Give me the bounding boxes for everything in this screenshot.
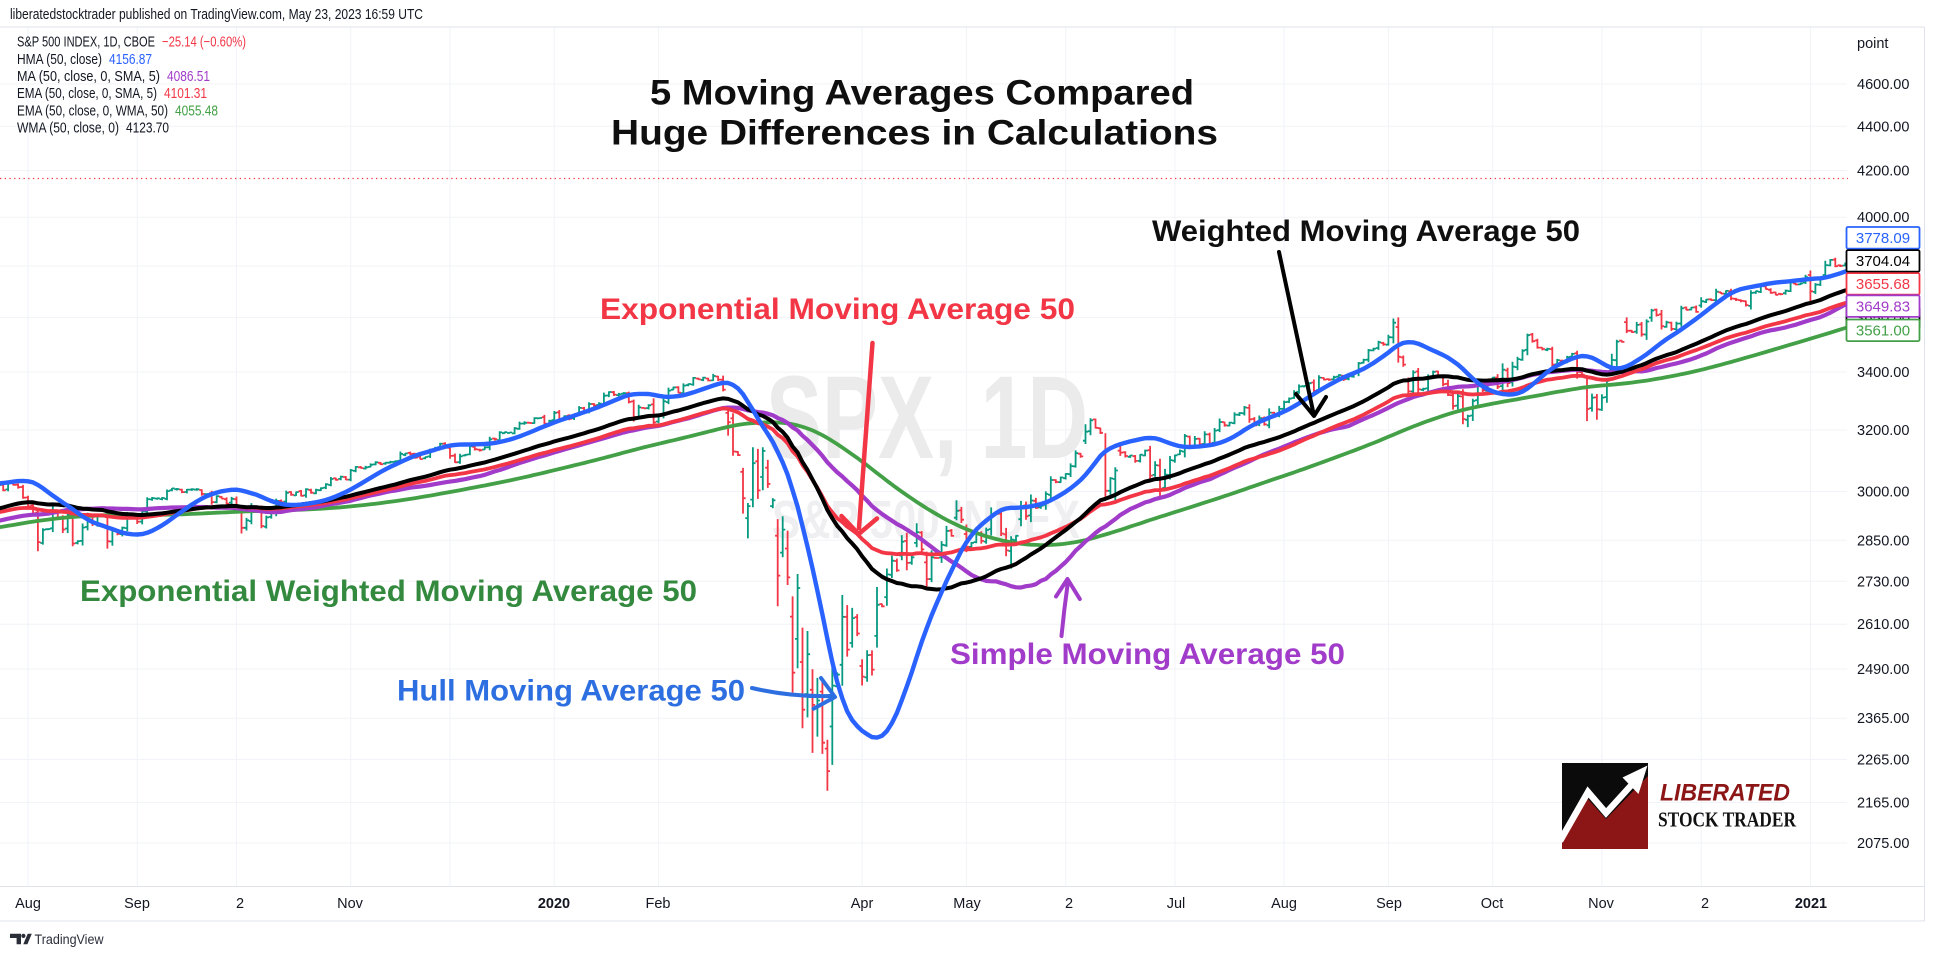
svg-text:3200.00: 3200.00 bbox=[1857, 423, 1909, 439]
svg-text:Aug: Aug bbox=[1271, 896, 1297, 912]
svg-text:WMA (50, close, 0): WMA (50, close, 0) bbox=[17, 121, 119, 137]
svg-text:4055.48: 4055.48 bbox=[175, 103, 218, 119]
svg-text:Hull Moving Average 50: Hull Moving Average 50 bbox=[397, 675, 745, 708]
svg-text:Feb: Feb bbox=[646, 896, 671, 912]
svg-text:4086.51: 4086.51 bbox=[167, 69, 210, 85]
svg-text:May: May bbox=[953, 896, 981, 912]
svg-text:Apr: Apr bbox=[851, 896, 874, 912]
svg-text:Simple Moving Average 50: Simple Moving Average 50 bbox=[950, 638, 1345, 671]
svg-text:4000.00: 4000.00 bbox=[1857, 210, 1909, 226]
svg-text:HMA (50, close): HMA (50, close) bbox=[17, 52, 102, 68]
svg-text:4400.00: 4400.00 bbox=[1857, 119, 1909, 135]
svg-text:4600.00: 4600.00 bbox=[1857, 77, 1909, 93]
svg-text:Sep: Sep bbox=[1376, 896, 1402, 912]
svg-text:3000.00: 3000.00 bbox=[1857, 484, 1909, 500]
svg-text:3561.00: 3561.00 bbox=[1856, 323, 1910, 340]
svg-text:MA (50, close, 0, SMA, 5): MA (50, close, 0, SMA, 5) bbox=[17, 69, 160, 85]
svg-text:TradingView: TradingView bbox=[35, 932, 104, 947]
svg-text:2075.00: 2075.00 bbox=[1857, 836, 1909, 852]
svg-text:Jul: Jul bbox=[1167, 896, 1186, 912]
svg-text:Nov: Nov bbox=[337, 896, 364, 912]
svg-text:5 Moving Averages Compared: 5 Moving Averages Compared bbox=[650, 74, 1194, 113]
svg-text:liberatedstocktrader published: liberatedstocktrader published on Tradin… bbox=[10, 7, 423, 23]
svg-text:4200.00: 4200.00 bbox=[1857, 164, 1909, 180]
svg-text:4123.70: 4123.70 bbox=[126, 121, 169, 137]
svg-text:STOCK TRADER: STOCK TRADER bbox=[1658, 808, 1797, 832]
svg-text:EMA (50, close, 0, SMA, 5): EMA (50, close, 0, SMA, 5) bbox=[17, 86, 157, 102]
svg-text:2: 2 bbox=[1701, 896, 1709, 912]
svg-text:3778.09: 3778.09 bbox=[1856, 230, 1910, 247]
svg-text:EMA (50, close, 0, WMA, 50): EMA (50, close, 0, WMA, 50) bbox=[17, 103, 168, 119]
svg-text:4101.31: 4101.31 bbox=[164, 86, 207, 102]
svg-text:Exponential Moving Average 50: Exponential Moving Average 50 bbox=[600, 293, 1075, 326]
svg-text:−25.14 (−0.60%): −25.14 (−0.60%) bbox=[162, 35, 246, 51]
svg-text:3704.04: 3704.04 bbox=[1856, 253, 1910, 270]
svg-text:2: 2 bbox=[236, 896, 244, 912]
svg-text:Aug: Aug bbox=[15, 896, 41, 912]
svg-text:Oct: Oct bbox=[1481, 896, 1504, 912]
svg-text:2730.00: 2730.00 bbox=[1857, 574, 1909, 590]
svg-text:2021: 2021 bbox=[1795, 896, 1827, 912]
svg-text:Nov: Nov bbox=[1588, 896, 1615, 912]
svg-text:3655.68: 3655.68 bbox=[1856, 276, 1910, 293]
svg-text:S&P 500 INDEX, 1D, CBOE: S&P 500 INDEX, 1D, CBOE bbox=[17, 35, 155, 51]
svg-text:Weighted Moving Average 50: Weighted Moving Average 50 bbox=[1152, 215, 1580, 248]
svg-text:2265.00: 2265.00 bbox=[1857, 752, 1909, 768]
svg-text:2850.00: 2850.00 bbox=[1857, 533, 1909, 549]
svg-text:2365.00: 2365.00 bbox=[1857, 711, 1909, 727]
svg-text:2: 2 bbox=[1065, 896, 1073, 912]
svg-text:Sep: Sep bbox=[124, 896, 150, 912]
svg-text:4156.87: 4156.87 bbox=[109, 52, 152, 68]
svg-text:2020: 2020 bbox=[538, 896, 570, 912]
svg-text:LIBERATED: LIBERATED bbox=[1660, 780, 1790, 807]
svg-text:2610.00: 2610.00 bbox=[1857, 617, 1909, 633]
svg-text:3400.00: 3400.00 bbox=[1857, 365, 1909, 381]
svg-text:2490.00: 2490.00 bbox=[1857, 662, 1909, 678]
svg-text:3649.83: 3649.83 bbox=[1856, 298, 1910, 315]
svg-text:SPX, 1D: SPX, 1D bbox=[766, 352, 1088, 484]
svg-text:point: point bbox=[1857, 36, 1888, 52]
svg-text:Huge Differences in Calculatio: Huge Differences in Calculations bbox=[611, 114, 1218, 153]
svg-text:2165.00: 2165.00 bbox=[1857, 795, 1909, 811]
svg-text:Exponential Weighted Moving Av: Exponential Weighted Moving Average 50 bbox=[80, 575, 697, 608]
